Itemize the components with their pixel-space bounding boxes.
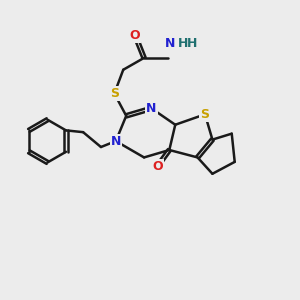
Text: H: H (178, 37, 188, 50)
Text: N: N (111, 135, 121, 148)
Text: H: H (187, 37, 197, 50)
Text: S: S (200, 108, 209, 121)
Text: N: N (146, 102, 157, 115)
Text: S: S (110, 87, 119, 100)
Text: O: O (130, 29, 140, 42)
Text: O: O (152, 160, 163, 173)
Text: N: N (165, 37, 175, 50)
